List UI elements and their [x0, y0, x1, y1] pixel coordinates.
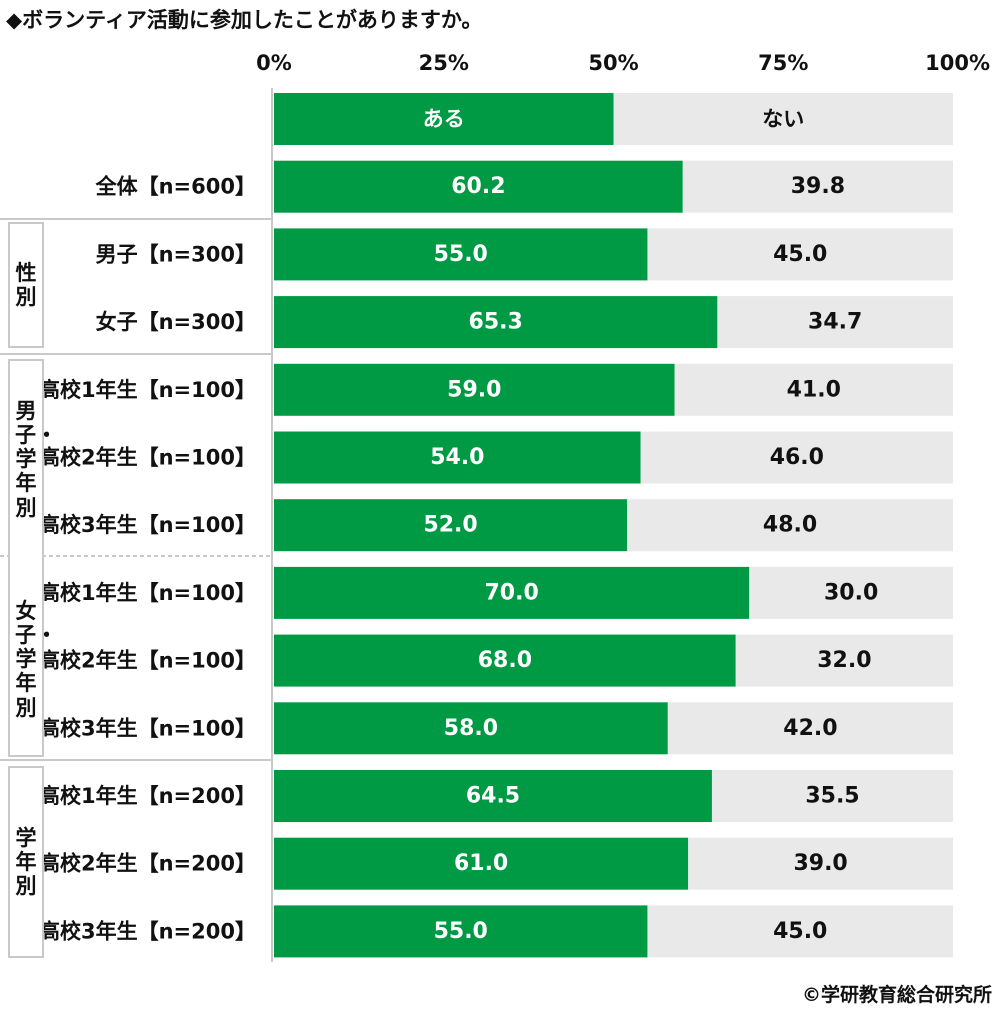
bar-segment-no: [682, 160, 953, 213]
data-label-no: 34.7: [808, 310, 862, 335]
chart-title: ◆ボランティア活動に参加したことがありますか。: [6, 8, 483, 32]
bar-segment-yes: [274, 296, 718, 349]
category-label: 高校3年生【n=100】: [39, 716, 256, 740]
group-label-girls-grade-text: 女子・学年別: [15, 599, 57, 720]
data-label-yes: 60.2: [451, 174, 505, 199]
category-label: 高校1年生【n=200】: [39, 784, 256, 808]
bar-segment-no: [749, 566, 953, 619]
category-label: 全体【n=600】: [95, 175, 256, 199]
group-label-grade-text: 学年別: [15, 825, 37, 899]
data-label-yes: 58.0: [444, 716, 498, 741]
x-tick-label: 0%: [256, 51, 292, 75]
bar-segment-no: [647, 905, 953, 958]
data-label-yes: 59.0: [447, 377, 501, 402]
copyright-credit: ©学研教育総合研究所: [801, 984, 992, 1006]
bar-segment-yes: [274, 770, 712, 822]
bar-segment-no: [674, 363, 953, 416]
bar-segment-yes: [274, 634, 736, 687]
data-label-no: 42.0: [783, 716, 837, 741]
bar-segment-no: [717, 296, 953, 349]
data-label-no: 41.0: [787, 377, 841, 402]
group-label-grade: 学年別: [8, 766, 44, 958]
category-label: 高校3年生【n=100】: [39, 513, 256, 537]
legend-label-yes: ある: [423, 107, 465, 131]
bar-segment-yes: [274, 160, 683, 213]
data-label-yes: 70.0: [485, 580, 539, 605]
data-label-no: 46.0: [770, 445, 824, 470]
data-label-no: 45.0: [773, 242, 827, 267]
category-label: 高校3年生【n=200】: [39, 919, 256, 943]
x-tick-label: 25%: [419, 51, 469, 75]
group-label-boys-grade: 男子・学年別 女子・学年別: [8, 359, 57, 757]
group-label-boys-grade-text: 男子・学年別: [15, 399, 57, 520]
x-tick-label: 50%: [588, 51, 638, 75]
bar-segment-yes: [274, 499, 628, 552]
data-label-yes: 55.0: [434, 242, 488, 267]
legend-bar-yes: [274, 93, 614, 145]
bar-segment-no: [640, 431, 953, 484]
bar-segment-yes: [274, 566, 750, 619]
data-label-yes: 64.5: [466, 784, 520, 809]
data-label-yes: 65.3: [469, 310, 523, 335]
data-label-yes: 55.0: [434, 919, 488, 944]
x-tick-label: 100%: [925, 51, 990, 75]
bar-segment-yes: [274, 702, 668, 755]
bar-segment-yes: [274, 431, 641, 484]
category-label: 男子【n=300】: [96, 242, 256, 266]
data-label-no: 45.0: [773, 919, 827, 944]
data-label-no: 30.0: [824, 580, 878, 605]
bar-segment-no: [627, 499, 953, 552]
data-label-yes: 68.0: [478, 648, 532, 673]
bar-segment-yes: [274, 363, 675, 416]
data-label-yes: 52.0: [423, 513, 477, 538]
data-label-yes: 54.0: [430, 445, 484, 470]
data-label-yes: 61.0: [454, 851, 508, 876]
x-tick-label: 75%: [758, 51, 808, 75]
bar-segment-no: [667, 702, 953, 755]
group-label-gender: 性別: [8, 222, 44, 348]
bar-segment-yes: [274, 905, 648, 958]
bar-segment-no: [711, 770, 953, 822]
legend-label-no: ない: [762, 107, 804, 131]
category-label: 女子【n=300】: [96, 310, 256, 334]
category-label: 高校2年生【n=200】: [39, 852, 256, 876]
category-label: 高校1年生【n=100】: [39, 378, 256, 402]
bar-segment-no: [688, 837, 953, 890]
data-label-no: 35.5: [805, 784, 859, 809]
data-label-no: 48.0: [763, 513, 817, 538]
bar-segment-yes: [274, 837, 689, 890]
category-label: 高校2年生【n=100】: [39, 446, 256, 470]
category-label: 高校1年生【n=100】: [39, 581, 256, 605]
legend-bar-no: [613, 93, 953, 145]
bar-segment-yes: [274, 228, 648, 281]
bar-segment-no: [647, 228, 953, 281]
data-label-no: 39.8: [791, 174, 845, 199]
category-label: 高校2年生【n=100】: [39, 649, 256, 673]
group-label-gender-text: 性別: [15, 260, 37, 309]
data-label-no: 39.0: [793, 851, 847, 876]
data-label-no: 32.0: [817, 648, 871, 673]
bar-segment-no: [735, 634, 953, 687]
